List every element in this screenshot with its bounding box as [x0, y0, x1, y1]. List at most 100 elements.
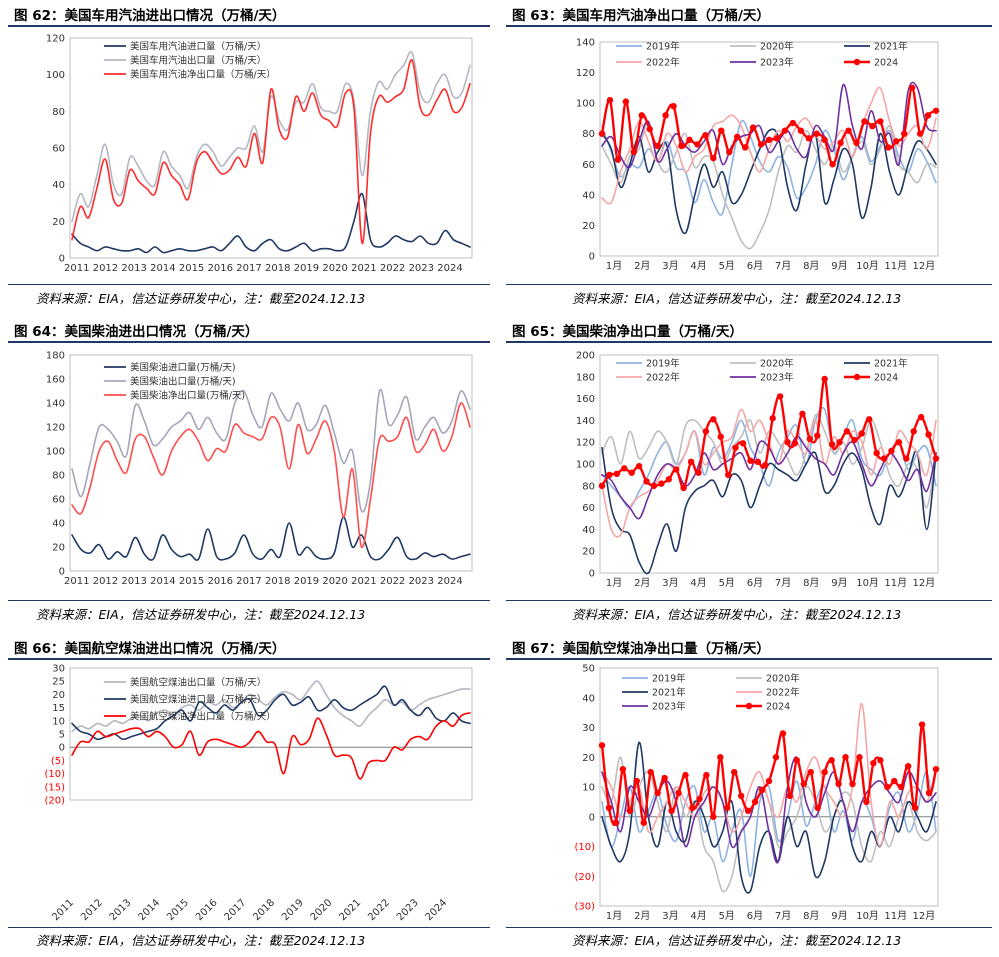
chart-area: 0 20 40 60 80 100 120 140 160 180 200 1月 2月 3月 4月 5月 6月 7…	[562, 347, 952, 597]
legend-label: 2020年	[766, 673, 800, 685]
data-point	[717, 754, 724, 761]
y-tick-label: (20)	[44, 796, 65, 807]
data-point	[910, 428, 917, 435]
x-tick-label: 4月	[690, 260, 706, 272]
x-tick-label: 2011	[64, 263, 89, 274]
x-tick-label: 10月	[856, 260, 879, 272]
y-tick-label: (20)	[574, 872, 595, 883]
source-note: 资料来源：EIA，信达证券研发中心，注：截至2024.12.13	[36, 933, 366, 948]
data-point	[779, 730, 787, 737]
x-tick-label: 12月	[913, 260, 936, 272]
data-point	[754, 458, 762, 466]
x-tick-label: 2016	[208, 576, 233, 587]
x-tick-label: 6月	[747, 577, 763, 589]
x-tick-label: 11月	[884, 910, 907, 922]
data-point	[724, 471, 732, 479]
data-point	[686, 136, 693, 144]
data-point	[741, 144, 749, 151]
data-point	[687, 458, 695, 466]
data-point	[924, 112, 932, 119]
y-tick-label: 0	[589, 812, 595, 823]
x-tick-label: 5月	[719, 577, 735, 589]
data-point	[821, 136, 828, 144]
data-point	[765, 136, 773, 144]
data-point	[853, 139, 860, 147]
data-point	[797, 127, 805, 134]
data-point	[702, 428, 710, 435]
data-point	[885, 144, 892, 151]
data-point	[598, 742, 606, 749]
x-tick-label: 11月	[884, 260, 907, 272]
data-point	[769, 415, 776, 422]
data-point	[665, 476, 672, 483]
legend-marker	[745, 702, 753, 710]
data-point	[888, 447, 895, 455]
title-rule	[506, 25, 992, 27]
source-rule	[8, 927, 490, 928]
data-point	[737, 792, 745, 800]
data-point	[873, 449, 880, 457]
data-point	[918, 721, 926, 728]
x-tick-label: 2019	[280, 897, 306, 923]
data-point	[696, 795, 703, 803]
y-tick-label: 20	[582, 547, 595, 558]
data-point	[917, 413, 925, 421]
legend-label: 美国柴油进口量(万桶/天)	[130, 362, 236, 374]
source-note: 资料来源：EIA，信达证券研发中心，注：截至2024.12.13	[572, 933, 902, 948]
legend-label: 2019年	[652, 673, 686, 685]
chart-area: (20) (15) (10) (5) 0 5 10 15 20 25 30 2011 2012 2013 2…	[22, 662, 482, 924]
data-point	[650, 482, 658, 489]
data-point	[814, 804, 821, 812]
data-point	[689, 804, 696, 812]
data-point	[762, 461, 769, 469]
data-point	[856, 754, 863, 761]
data-point	[776, 393, 784, 400]
legend-label: 2020年	[760, 358, 794, 370]
data-point	[932, 765, 940, 773]
line-chart-svg: 0 20 40 60 80 100 120 140 1月 2月 3月 4月 5月 6月 7月 8月 9月 10月 1…	[576, 38, 940, 272]
source-note: 资料来源：EIA，信达证券研发中心，注：截至2024.12.13	[572, 291, 902, 306]
x-tick-label: 2016	[208, 263, 233, 274]
y-tick-label: 0	[589, 252, 595, 263]
x-tick-label: 2019	[294, 263, 319, 274]
data-point	[732, 444, 739, 451]
data-point	[895, 439, 903, 446]
data-point	[842, 754, 849, 761]
data-point	[646, 125, 653, 133]
data-point	[800, 780, 807, 788]
x-tick-label: 2013	[121, 576, 146, 587]
x-tick-label: 2011	[64, 576, 89, 587]
data-point	[861, 118, 868, 125]
y-tick-label: 120	[576, 438, 595, 449]
plot-frame	[599, 41, 939, 257]
y-tick-label: 140	[576, 416, 595, 427]
data-point	[622, 98, 630, 105]
x-tick-label: 2013	[108, 897, 134, 923]
data-point	[908, 84, 916, 92]
x-tick-label: 12月	[913, 910, 936, 922]
x-tick-label: 3月	[662, 577, 678, 589]
legend-label: 2022年	[646, 57, 680, 69]
x-tick-label: 5月	[719, 910, 735, 922]
data-point	[904, 762, 912, 770]
data-point	[898, 783, 905, 791]
data-point	[757, 141, 765, 148]
data-point	[799, 410, 806, 418]
y-tick-label: 120	[46, 423, 65, 434]
series-line	[71, 680, 471, 733]
x-tick-label: 2014	[136, 897, 162, 923]
x-tick-label: 2015	[179, 576, 204, 587]
data-point	[765, 777, 773, 785]
y-tick-label: 10	[582, 783, 595, 794]
data-point	[640, 819, 647, 826]
y-tick-label: 50	[582, 664, 595, 675]
x-tick-label: 2024	[437, 576, 462, 587]
series-line	[601, 128, 937, 235]
x-tick-label: 2015	[165, 897, 191, 923]
data-point	[605, 804, 613, 812]
legend-label: 2022年	[766, 687, 800, 699]
legend-label: 2024	[874, 373, 898, 384]
legend-label: 2021年	[874, 358, 908, 370]
data-point	[744, 807, 752, 814]
data-point	[773, 135, 781, 142]
